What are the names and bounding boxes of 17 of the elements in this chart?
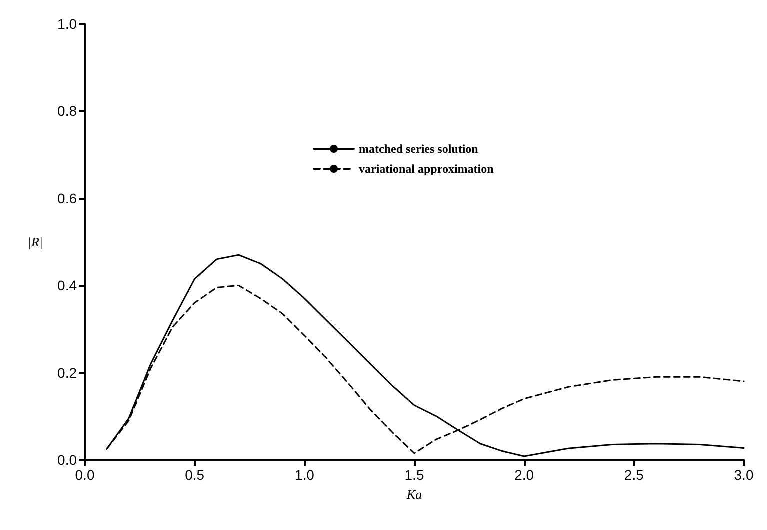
legend-label: variational approximation bbox=[359, 162, 494, 176]
x-tick-label: 1.5 bbox=[404, 467, 424, 483]
y-tick-label: 0.8 bbox=[58, 103, 78, 120]
y-tick-label: 0.4 bbox=[58, 278, 78, 294]
y-tick-label: 0.0 bbox=[58, 452, 78, 468]
y-tick-label: 1.0 bbox=[58, 16, 78, 32]
y-tick-label: 0.2 bbox=[58, 364, 78, 381]
legend-label: matched series solution bbox=[359, 142, 479, 156]
y-tick-label: 0.6 bbox=[58, 190, 78, 206]
x-axis-title: Ka bbox=[406, 487, 423, 502]
x-tick-label: 3.0 bbox=[734, 467, 754, 483]
x-tick-label: 1.0 bbox=[294, 467, 315, 483]
x-tick-label: 0.0 bbox=[75, 467, 95, 483]
x-tick-label: 0.5 bbox=[185, 467, 205, 483]
x-tick-label: 2.5 bbox=[624, 467, 644, 483]
y-axis-title: |R| bbox=[28, 234, 43, 250]
x-tick-label: 2.0 bbox=[514, 467, 534, 483]
